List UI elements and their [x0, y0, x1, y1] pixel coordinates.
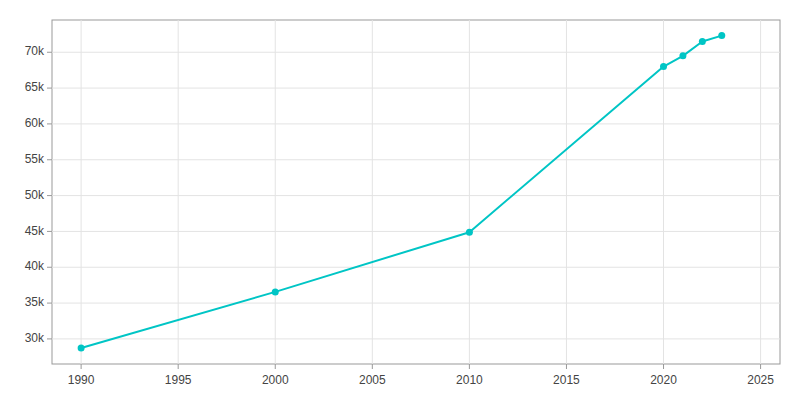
grid-line [52, 123, 780, 124]
axes: 30k 35k 40k 45k 50k 55k 60k 65k 70k 1990 1995 2000 2… [25, 44, 775, 387]
chart: 30k 35k 40k 45k 50k 55k 60k 65k 70k 1990 1995 2000 2… [0, 0, 800, 400]
tick-mark [469, 364, 470, 369]
grid-line [52, 303, 780, 304]
grid-line [81, 20, 82, 364]
tick-mark [47, 159, 52, 160]
tick-mark [47, 88, 52, 89]
tick-label: 40k [25, 259, 45, 273]
grid-line [178, 20, 179, 364]
grid-line [52, 159, 780, 160]
tick-label: 50k [25, 188, 45, 202]
grid-line [760, 20, 761, 364]
tick-label: 2000 [262, 373, 289, 387]
marker [466, 229, 473, 236]
grid-line [52, 195, 780, 196]
marker [679, 52, 686, 59]
tick-label: 55k [25, 152, 45, 166]
tick-mark [47, 267, 52, 268]
tick-label: 2015 [553, 373, 580, 387]
grid-line [52, 231, 780, 232]
grid-line [52, 88, 780, 89]
tick-label: 65k [25, 80, 45, 94]
grid-line [52, 52, 780, 53]
tick-mark [47, 303, 52, 304]
tick-label: 45k [25, 224, 45, 238]
marker [718, 32, 725, 39]
tick-mark [275, 364, 276, 369]
grid-line [52, 267, 780, 268]
tick-mark [566, 364, 567, 369]
tick-mark [47, 231, 52, 232]
marker [272, 288, 279, 295]
tick-label: 60k [25, 116, 45, 130]
tick-label: 35k [25, 295, 45, 309]
grid-line [52, 338, 780, 339]
tick-mark [372, 364, 373, 369]
tick-label: 2025 [747, 373, 774, 387]
tick-label: 2005 [359, 373, 386, 387]
tick-label: 2020 [650, 373, 677, 387]
tick-label: 2010 [456, 373, 483, 387]
tick-label: 30k [25, 331, 45, 345]
tick-label: 1995 [165, 373, 192, 387]
grid-line [275, 20, 276, 364]
tick-mark [663, 364, 664, 369]
plot-frame [52, 20, 780, 364]
data-layer [78, 32, 726, 351]
chart-container: 30k 35k 40k 45k 50k 55k 60k 65k 70k 1990 1995 2000 2… [0, 0, 800, 400]
tick-mark [47, 52, 52, 53]
tick-label: 1990 [68, 373, 95, 387]
marker [699, 38, 706, 45]
tick-mark [47, 123, 52, 124]
tick-label: 70k [25, 44, 45, 58]
grid-line [566, 20, 567, 364]
grid-line [469, 20, 470, 364]
tick-mark [47, 195, 52, 196]
grid [52, 20, 780, 364]
grid-line [663, 20, 664, 364]
marker [78, 344, 85, 351]
tick-mark [47, 338, 52, 339]
tick-mark [178, 364, 179, 369]
tick-mark [760, 364, 761, 369]
tick-mark [81, 364, 82, 369]
grid-line [372, 20, 373, 364]
marker [660, 63, 667, 70]
line [81, 36, 722, 348]
